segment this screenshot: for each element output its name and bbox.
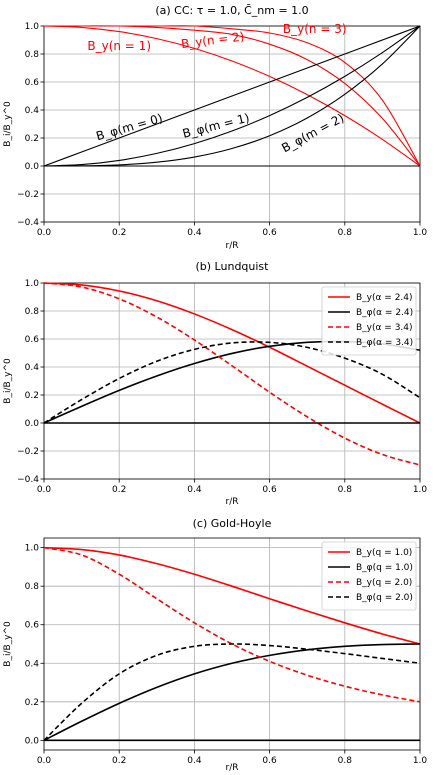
series-line-1: [43, 643, 421, 742]
annotation-label: B_y(n = 3): [283, 22, 347, 36]
y-tick-label: 1.0: [25, 544, 40, 554]
x-tick-label: 0.0: [37, 228, 52, 238]
x-tick-label: 1.0: [413, 756, 428, 766]
series-line-3: [43, 25, 421, 167]
x-tick-label: 0.2: [112, 485, 126, 495]
x-tick-label: 0.4: [187, 485, 202, 495]
panel-b: (b) Lundquist 0.0 0.2 0.4 0.6 0.8 1.0 −0.4 −0.…: [3, 260, 427, 507]
y-tick-label: 0.0: [25, 162, 40, 172]
panel-b-ylabel: B_i/B_y^0: [3, 358, 13, 404]
legend-label: B_φ(q = 2.0): [356, 593, 413, 603]
y-tick-label: −0.4: [17, 475, 39, 485]
legend-label: B_y(α = 2.4): [356, 293, 413, 303]
legend-label: B_y(q = 2.0): [356, 578, 412, 588]
panel-a: (a) CC: τ = 1.0, C̄_nm = 1.0 B_y(n = 1) B…: [3, 4, 427, 251]
y-tick-label: 0.4: [25, 106, 40, 116]
x-tick-label: 0.6: [262, 756, 277, 766]
x-tick-label: 0.6: [262, 485, 277, 495]
y-tick-label: 0.4: [25, 363, 40, 373]
y-tick-label: 0.6: [25, 621, 40, 631]
legend-label: B_φ(q = 1.0): [356, 563, 413, 573]
y-tick-label: 0.4: [25, 659, 40, 669]
x-tick-label: 0.8: [338, 228, 353, 238]
y-tick-label: −0.2: [17, 190, 39, 200]
x-tick-label: 0.0: [37, 485, 52, 495]
y-tick-label: 0.0: [25, 419, 40, 429]
x-tick-label: 0.6: [262, 228, 277, 238]
panel-c-xlabel: r/R: [226, 763, 239, 773]
panel-c: (c) Gold-Hoyle 0.0 0.2 0.4 0.6 0.8 1.0 0.0 0.2…: [3, 517, 427, 773]
panel-c-ylabel: B_i/B_y^0: [3, 621, 13, 667]
panel-a-ylabel: B_i/B_y^0: [3, 101, 13, 147]
y-tick-label: −0.4: [17, 218, 39, 228]
series-line-2: [43, 546, 421, 703]
x-tick-label: 0.2: [112, 756, 126, 766]
panel-a-title: (a) CC: τ = 1.0, C̄_nm = 1.0: [155, 4, 308, 17]
legend-label: B_φ(α = 2.4): [356, 308, 413, 318]
panel-c-title: (c) Gold-Hoyle: [193, 517, 272, 530]
legend-label: B_φ(α = 3.4): [356, 338, 413, 348]
annotation-label: B_y(n = 2): [180, 29, 245, 51]
y-tick-label: 0.8: [25, 307, 40, 317]
series-line-0: [43, 282, 421, 424]
y-tick-label: 1.0: [25, 279, 40, 289]
y-tick-label: 0.6: [25, 78, 40, 88]
panel-b-title: (b) Lundquist: [196, 260, 270, 273]
annotation-label: B_φ(m = 2): [279, 111, 346, 156]
y-tick-label: 0.6: [25, 335, 40, 345]
panel-a-frame: [43, 25, 421, 223]
annotation-label: B_y(n = 1): [87, 39, 151, 53]
y-tick-label: 0.8: [25, 50, 40, 60]
series-line-5: [43, 25, 421, 167]
legend-box: [321, 541, 417, 611]
panel-b-frame: [43, 282, 421, 480]
legend-box: [321, 286, 417, 356]
series-line-0: [43, 25, 421, 167]
y-tick-label: 0.2: [25, 134, 39, 144]
x-tick-label: 1.0: [413, 485, 428, 495]
series-line-3: [43, 341, 421, 424]
y-tick-label: 0.2: [25, 698, 39, 708]
series-line-0: [43, 546, 421, 645]
y-tick-label: 1.0: [25, 22, 40, 32]
legend-label: B_y(q = 1.0): [356, 548, 412, 558]
x-tick-label: 0.4: [187, 756, 202, 766]
x-tick-label: 1.0: [413, 228, 428, 238]
x-tick-label: 0.2: [112, 228, 126, 238]
annotation-label: B_φ(m = 0): [95, 111, 165, 143]
y-tick-label: 0.8: [25, 582, 40, 592]
series-line-2: [43, 25, 421, 167]
x-tick-label: 0.4: [187, 228, 202, 238]
y-tick-label: 0.2: [25, 391, 39, 401]
x-tick-label: 0.0: [37, 756, 52, 766]
x-tick-label: 0.8: [338, 756, 353, 766]
panel-a-xlabel: r/R: [226, 241, 239, 251]
x-tick-label: 0.8: [338, 485, 353, 495]
legend-label: B_y(α = 3.4): [356, 323, 413, 333]
panel-b-xlabel: r/R: [226, 497, 239, 507]
y-tick-label: 0.0: [25, 736, 40, 746]
y-tick-label: −0.2: [17, 447, 39, 457]
series-line-2: [43, 282, 421, 466]
series-line-4: [43, 25, 421, 167]
series-line-3: [43, 643, 421, 741]
